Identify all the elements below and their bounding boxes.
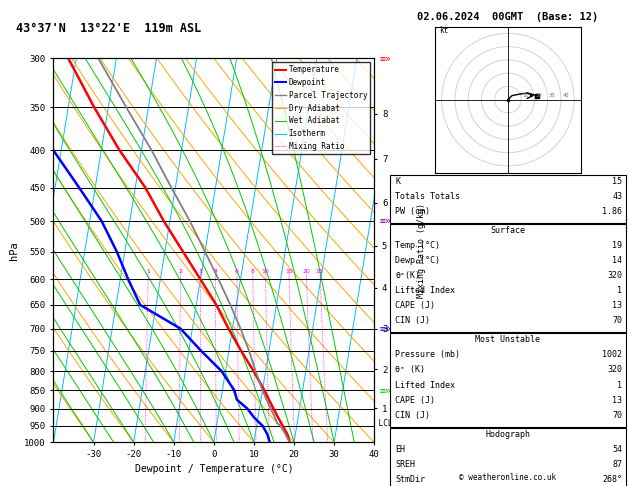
Text: θᵉ(K): θᵉ(K) [395, 271, 420, 280]
Text: 8: 8 [251, 269, 255, 274]
Text: Totals Totals: Totals Totals [395, 192, 460, 201]
Text: 43: 43 [612, 192, 622, 201]
Text: 13: 13 [612, 301, 622, 311]
Text: 20: 20 [536, 93, 542, 98]
Text: 43°37'N  13°22'E  119m ASL: 43°37'N 13°22'E 119m ASL [16, 22, 201, 35]
Text: EH: EH [395, 445, 405, 454]
Text: 1002: 1002 [602, 350, 622, 360]
Text: ≡»: ≡» [379, 385, 391, 396]
Text: Temp (°C): Temp (°C) [395, 241, 440, 250]
Text: 25: 25 [316, 269, 324, 274]
Text: Hodograph: Hodograph [486, 430, 530, 439]
Text: 70: 70 [612, 411, 622, 420]
Y-axis label: km
ASL: km ASL [396, 241, 411, 260]
Text: ≡»: ≡» [379, 324, 391, 333]
Text: Lifted Index: Lifted Index [395, 286, 455, 295]
Text: 1: 1 [617, 381, 622, 390]
Text: Mixing Ratio (g/kg): Mixing Ratio (g/kg) [417, 203, 426, 298]
Text: Lifted Index: Lifted Index [395, 381, 455, 390]
Text: 30: 30 [549, 93, 555, 98]
Text: 1: 1 [147, 269, 150, 274]
Text: K: K [395, 177, 400, 186]
Text: CAPE (J): CAPE (J) [395, 301, 435, 311]
Text: 40: 40 [562, 93, 569, 98]
Text: 1.86: 1.86 [602, 207, 622, 216]
Text: ≡»: ≡» [379, 53, 391, 63]
Text: 15: 15 [612, 177, 622, 186]
Text: Most Unstable: Most Unstable [476, 335, 540, 345]
Text: Surface: Surface [491, 226, 525, 235]
Text: 19: 19 [612, 241, 622, 250]
Text: 320: 320 [607, 365, 622, 375]
Text: 10: 10 [523, 93, 529, 98]
Text: CIN (J): CIN (J) [395, 316, 430, 326]
Text: 2: 2 [179, 269, 182, 274]
Text: 3: 3 [199, 269, 203, 274]
Text: Pressure (mb): Pressure (mb) [395, 350, 460, 360]
Text: 14: 14 [612, 256, 622, 265]
Text: CIN (J): CIN (J) [395, 411, 430, 420]
Text: PW (cm): PW (cm) [395, 207, 430, 216]
Text: © weatheronline.co.uk: © weatheronline.co.uk [459, 473, 557, 482]
Text: 10: 10 [262, 269, 269, 274]
Text: Dewp (°C): Dewp (°C) [395, 256, 440, 265]
Text: 4: 4 [213, 269, 218, 274]
Text: 70: 70 [612, 316, 622, 326]
Text: 54: 54 [612, 445, 622, 454]
Text: LCL: LCL [374, 419, 392, 428]
Text: SREH: SREH [395, 460, 415, 469]
Text: 13: 13 [612, 396, 622, 405]
Text: CAPE (J): CAPE (J) [395, 396, 435, 405]
Text: θᵉ (K): θᵉ (K) [395, 365, 425, 375]
Text: 268°: 268° [602, 475, 622, 484]
Text: 87: 87 [612, 460, 622, 469]
Text: 02.06.2024  00GMT  (Base: 12): 02.06.2024 00GMT (Base: 12) [417, 12, 599, 22]
Y-axis label: hPa: hPa [9, 241, 19, 260]
Text: kt: kt [439, 26, 448, 35]
Text: ≡»: ≡» [379, 216, 391, 226]
Text: 320: 320 [607, 271, 622, 280]
Legend: Temperature, Dewpoint, Parcel Trajectory, Dry Adiabat, Wet Adiabat, Isotherm, Mi: Temperature, Dewpoint, Parcel Trajectory… [272, 62, 370, 154]
Text: 20: 20 [302, 269, 310, 274]
Text: 1: 1 [617, 286, 622, 295]
X-axis label: Dewpoint / Temperature (°C): Dewpoint / Temperature (°C) [135, 465, 293, 474]
Text: StmDir: StmDir [395, 475, 425, 484]
Text: 6: 6 [235, 269, 239, 274]
Text: 15: 15 [285, 269, 292, 274]
